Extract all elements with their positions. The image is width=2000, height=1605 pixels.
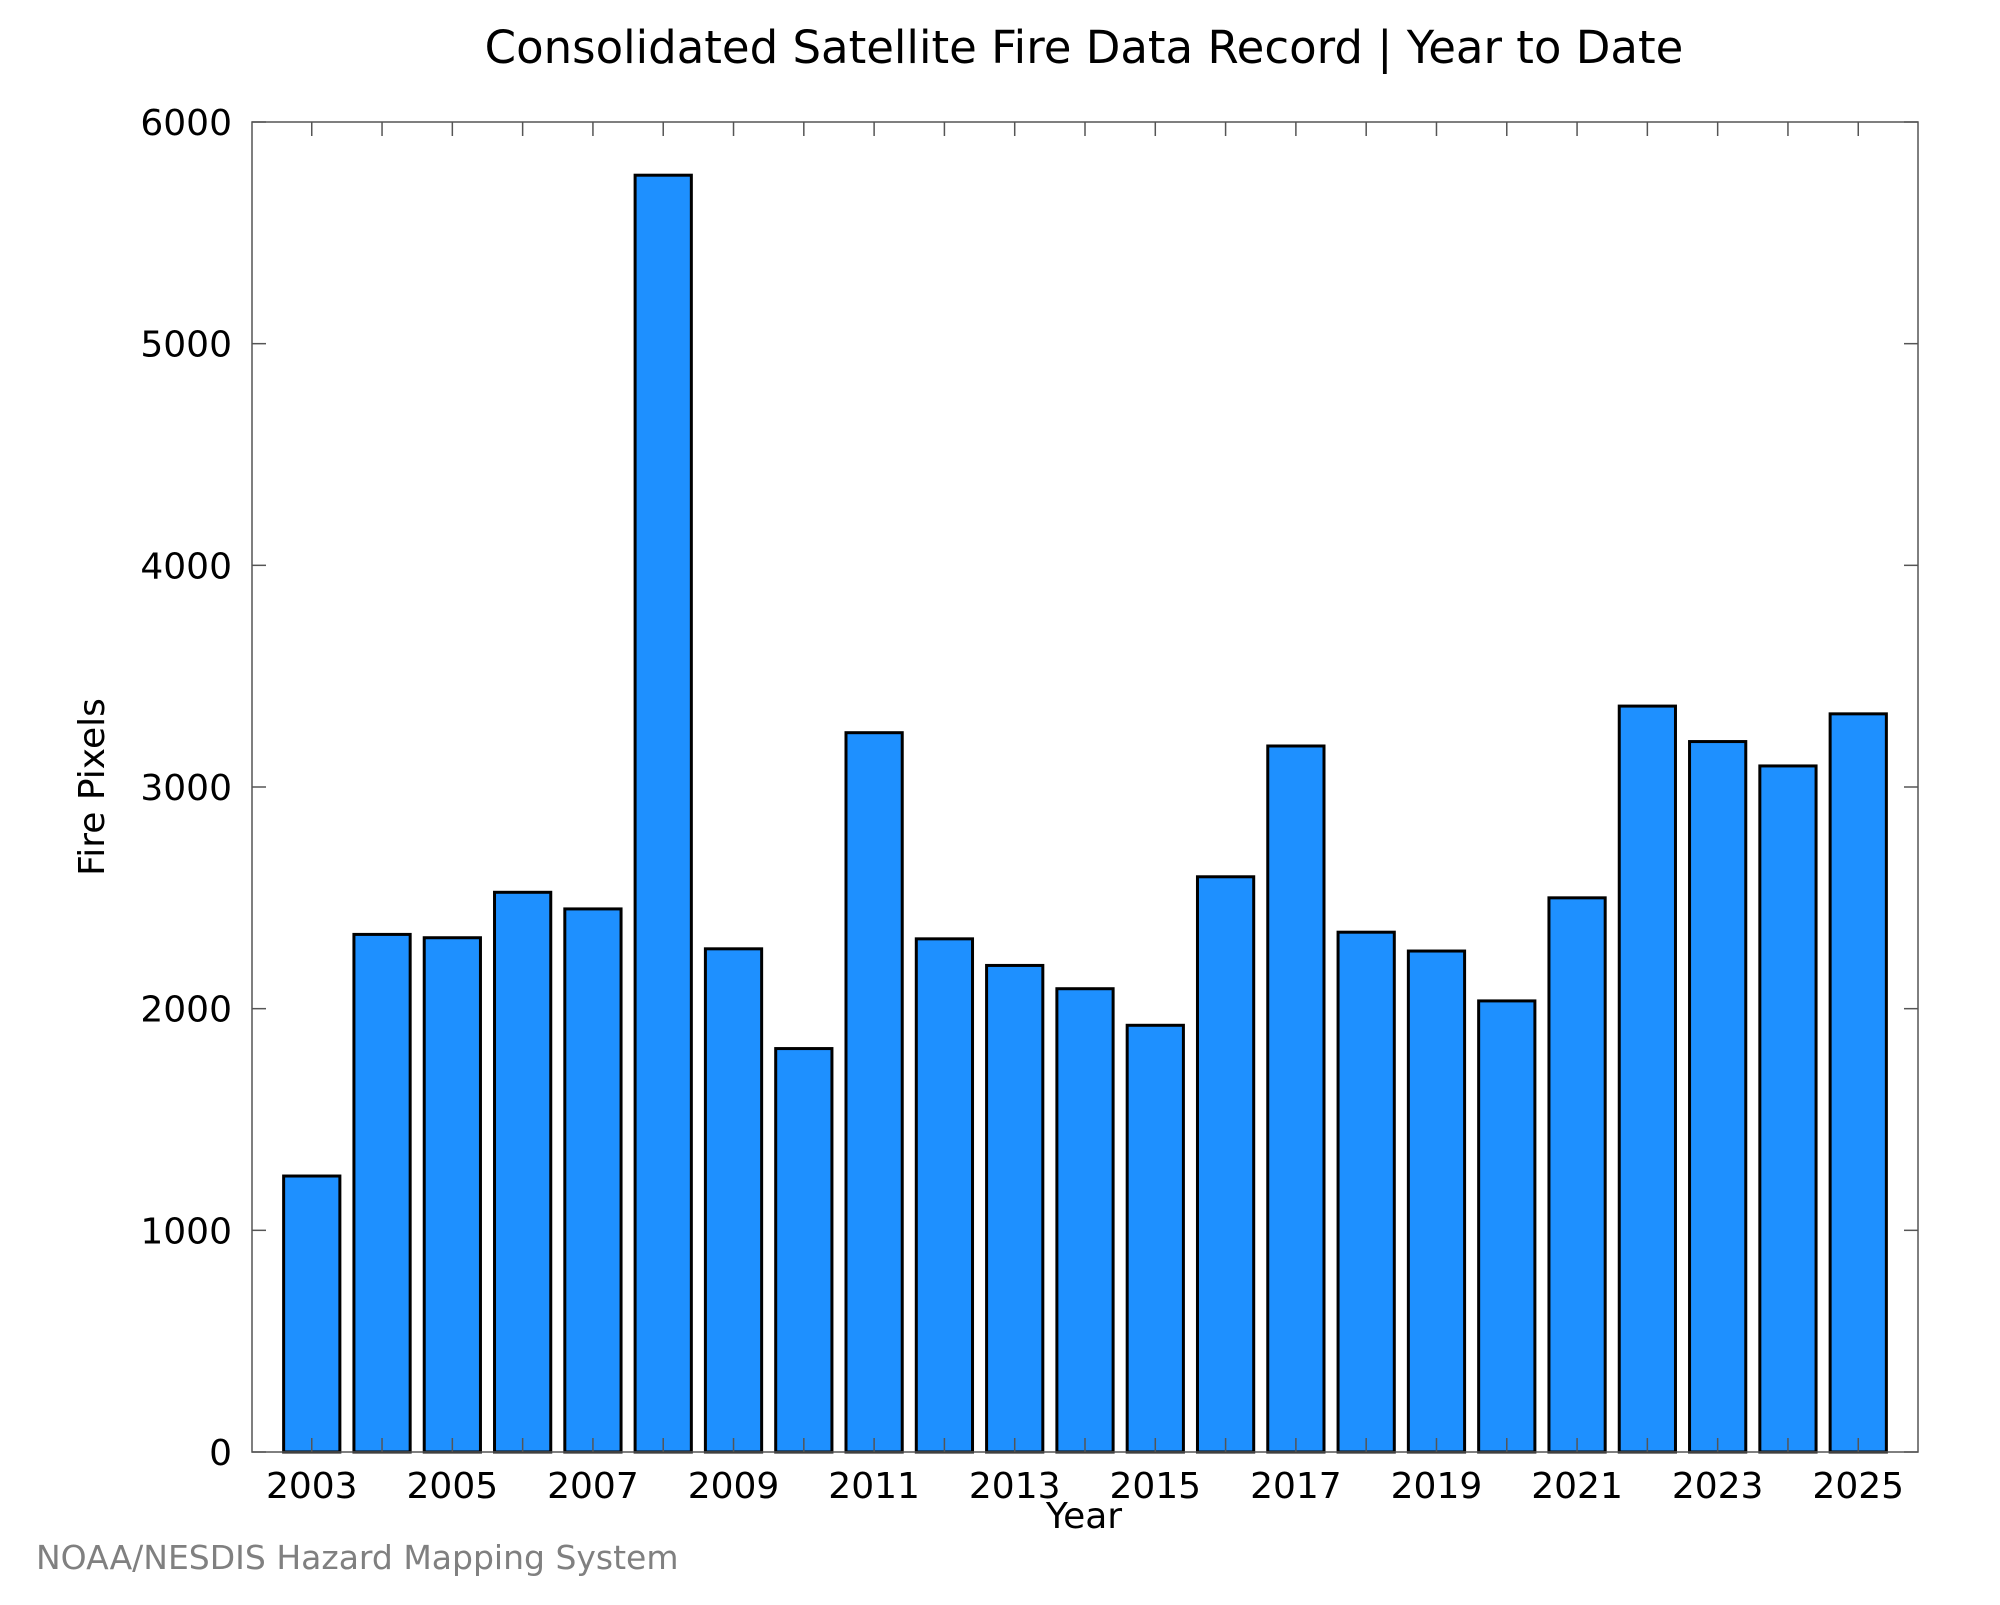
bar-2005 xyxy=(422,936,482,1454)
x-tick-label-2025: 2025 xyxy=(1812,1466,1904,1507)
y-tick-label-0: 0 xyxy=(209,1433,232,1474)
bar-2022 xyxy=(1617,704,1677,1454)
source-credit: NOAA/NESDIS Hazard Mapping System xyxy=(36,1538,679,1577)
x-tick-label-2007: 2007 xyxy=(547,1466,639,1507)
plot-frame xyxy=(251,121,1919,1453)
bar-2010 xyxy=(774,1047,834,1454)
bar-2015 xyxy=(1125,1023,1185,1454)
bar-2006 xyxy=(493,890,553,1454)
bar-2007 xyxy=(563,907,623,1454)
bar-2003 xyxy=(282,1174,342,1454)
bar-2023 xyxy=(1688,740,1748,1454)
bar-2018 xyxy=(1336,930,1396,1454)
bar-2021 xyxy=(1547,896,1607,1454)
bar-2014 xyxy=(1055,987,1115,1454)
bar-2020 xyxy=(1477,999,1537,1454)
bar-2011 xyxy=(844,731,904,1454)
bar-2008 xyxy=(633,173,693,1454)
x-tick-label-2023: 2023 xyxy=(1672,1466,1764,1507)
y-tick-label-3000: 3000 xyxy=(140,768,232,809)
y-tick-label-6000: 6000 xyxy=(140,103,232,144)
y-tick-label-4000: 4000 xyxy=(140,546,232,587)
bar-2004 xyxy=(352,932,412,1454)
bars-layer xyxy=(282,173,1888,1454)
x-tick-label-2017: 2017 xyxy=(1250,1466,1342,1507)
x-tick-label-2015: 2015 xyxy=(1109,1466,1201,1507)
y-tick-label-2000: 2000 xyxy=(140,990,232,1031)
x-tick-label-2013: 2013 xyxy=(969,1466,1061,1507)
x-tick-label-2003: 2003 xyxy=(266,1466,358,1507)
bar-2013 xyxy=(985,963,1045,1454)
x-tick-label-2009: 2009 xyxy=(688,1466,780,1507)
y-axis-label: Fire Pixels xyxy=(72,698,113,876)
x-tick-label-2021: 2021 xyxy=(1531,1466,1623,1507)
x-tick-label-2019: 2019 xyxy=(1391,1466,1483,1507)
bar-2024 xyxy=(1758,764,1818,1454)
chart-title: Consolidated Satellite Fire Data Record … xyxy=(485,21,1684,74)
bar-2016 xyxy=(1195,875,1256,1454)
bar-2017 xyxy=(1266,744,1326,1454)
bar-2025 xyxy=(1828,712,1888,1454)
bar-2009 xyxy=(703,947,764,1454)
x-tick-label-2011: 2011 xyxy=(828,1466,920,1507)
ticks-layer: 0 1000 2000 3000 4000 5000 6000 2003 2005 2007 200… xyxy=(140,103,1918,1507)
x-tick-label-2005: 2005 xyxy=(407,1466,499,1507)
y-tick-label-5000: 5000 xyxy=(140,325,232,366)
y-tick-label-1000: 1000 xyxy=(140,1211,232,1252)
bar-2019 xyxy=(1406,949,1467,1454)
x-axis-label: Year xyxy=(1045,1496,1122,1537)
bar-2012 xyxy=(914,937,975,1454)
